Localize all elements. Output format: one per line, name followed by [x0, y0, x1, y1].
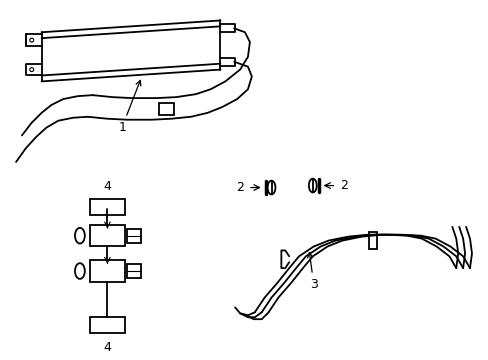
Text: 3: 3	[307, 253, 317, 291]
Ellipse shape	[267, 181, 275, 194]
Bar	[158, 103, 174, 115]
Ellipse shape	[308, 179, 316, 193]
Bar	[89, 317, 125, 333]
Text: 2: 2	[236, 181, 244, 194]
Circle shape	[30, 68, 34, 72]
Ellipse shape	[75, 263, 84, 279]
Bar	[368, 232, 376, 249]
Bar	[89, 225, 125, 247]
Ellipse shape	[75, 228, 84, 243]
Text: 2: 2	[340, 179, 347, 192]
Bar	[127, 264, 141, 278]
Bar	[89, 260, 125, 282]
Text: 4: 4	[103, 180, 111, 193]
Bar	[89, 199, 125, 215]
Text: 1: 1	[118, 80, 141, 134]
Text: 4: 4	[103, 341, 111, 354]
Circle shape	[30, 38, 34, 42]
Bar	[127, 229, 141, 243]
